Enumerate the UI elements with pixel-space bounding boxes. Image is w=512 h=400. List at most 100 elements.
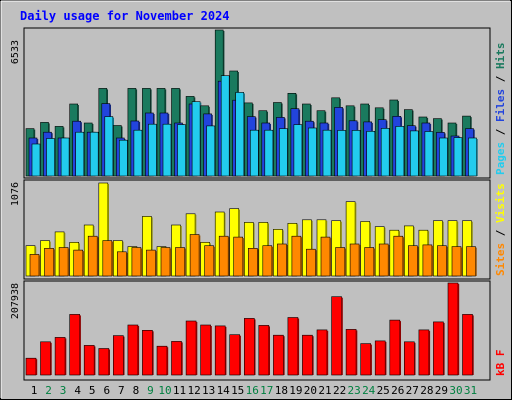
bar-pages-day-21 <box>322 129 332 177</box>
bar-pages-day-16 <box>250 129 259 177</box>
bar-sites-day-1 <box>29 254 40 277</box>
legend-mid: Sites / Visits <box>494 183 507 276</box>
bar-sites-day-8 <box>131 247 142 277</box>
x-tick-label-day-19: 19 <box>289 384 302 397</box>
x-tick-label-day-17: 17 <box>260 384 273 397</box>
bar-kb-f-day-18-shadow <box>283 336 285 375</box>
bar-kb-f-day-20-shadow <box>312 336 314 375</box>
legend-kbf: kB F <box>494 350 507 377</box>
x-tick-label-day-18: 18 <box>275 384 288 397</box>
bar-pages-day-29 <box>439 137 448 177</box>
panel-frames <box>23 27 491 381</box>
bar-sites-day-21-shadow <box>330 238 332 276</box>
bar-sites-day-27 <box>407 245 418 277</box>
bar-kb-f-day-7 <box>113 335 124 376</box>
bar-kb-f-day-27 <box>403 341 415 376</box>
bar-sites-day-12 <box>189 234 200 277</box>
bar-pages-day-22 <box>337 130 346 177</box>
legend-mid-sep: / <box>494 229 507 236</box>
legend-hits: Hits <box>494 43 507 70</box>
bar-sites-day-28-shadow <box>431 245 434 276</box>
bar-sites-day-14 <box>218 235 229 277</box>
x-tick-label-day-22: 22 <box>333 384 346 397</box>
bar-kb-f-day-3 <box>54 337 66 376</box>
bar-sites-day-15-shadow <box>242 238 244 276</box>
bar-sites-day-17 <box>262 245 273 277</box>
ymax-label-bottom: 207938 <box>10 283 21 319</box>
x-tick-label-day-25: 25 <box>377 384 390 397</box>
bar-sites-day-28 <box>422 244 433 277</box>
x-tick-label-day-7: 7 <box>118 384 125 397</box>
bar-sites-day-27-shadow <box>417 246 419 276</box>
bar-pages-day-9 <box>148 123 157 177</box>
bar-kb-f-day-21-shadow <box>327 330 329 375</box>
x-tick-label-day-26: 26 <box>391 384 404 397</box>
bar-kb-f-day-25 <box>374 340 386 376</box>
bar-visits-day-9-shadow <box>151 217 153 276</box>
bar-sites-day-10 <box>160 247 171 277</box>
bar-kb-f-day-25-shadow <box>385 341 387 375</box>
bar-pages-day-3 <box>60 137 70 177</box>
bar-sites-day-5-shadow <box>97 237 99 276</box>
x-tick-label-day-29: 29 <box>435 384 448 397</box>
bar-sites-day-26-shadow <box>402 237 404 276</box>
bar-kb-f-day-3-shadow <box>65 338 67 375</box>
bar-kb-f-day-9-shadow <box>152 331 154 375</box>
bar-pages-day-12 <box>191 101 201 177</box>
bar-kb-f-day-23-shadow <box>356 330 358 375</box>
bar-kb-f-day-22-shadow <box>341 297 343 375</box>
bar-kb-f-day-11-shadow <box>181 342 183 375</box>
bar-sites-day-3 <box>58 247 69 277</box>
bar-kb-f-day-17 <box>258 325 270 376</box>
bar-kb-f-day-1 <box>25 357 37 376</box>
bar-pages-day-6 <box>104 116 114 177</box>
bar-kb-f-day-20 <box>302 334 313 376</box>
bar-kb-f-day-24 <box>360 343 372 376</box>
x-tick-label-day-21: 21 <box>318 384 331 397</box>
bar-sites-day-14-shadow <box>228 237 230 276</box>
bar-kb-f-day-7-shadow <box>123 336 125 375</box>
bar-visits-day-20-shadow <box>311 220 313 276</box>
bar-kb-f-day-22 <box>331 296 342 376</box>
bar-sites-day-2-shadow <box>53 249 55 276</box>
ymax-label-top: 6533 <box>10 40 21 64</box>
bar-pages-day-27 <box>409 130 419 177</box>
bar-sites-day-13 <box>204 245 214 277</box>
x-tick-label-day-9: 9 <box>147 384 154 397</box>
bar-pages-day-17 <box>264 129 274 177</box>
bar-pages-day-10 <box>162 123 172 177</box>
bar-kb-f-day-26 <box>389 319 401 376</box>
bar-kb-f-day-8-shadow <box>137 326 140 375</box>
bar-pages-day-31-shadow <box>476 139 478 176</box>
bar-pages-day-20 <box>308 127 317 177</box>
bar-pages-day-8 <box>133 129 143 177</box>
bar-sites-day-9-shadow <box>155 251 157 276</box>
bar-kb-f-day-4-shadow <box>79 315 81 375</box>
bar-kb-f-day-5 <box>83 345 95 376</box>
bar-sites-day-17-shadow <box>271 246 273 276</box>
bar-sites-day-2 <box>44 248 54 277</box>
bar-kb-f-day-28-shadow <box>428 330 431 375</box>
bar-pages-day-15 <box>235 92 244 177</box>
bar-kb-f-day-26-shadow <box>399 321 401 375</box>
bar-kb-f-day-30 <box>447 282 459 376</box>
bar-kb-f-day-1-shadow <box>36 359 38 375</box>
bar-kb-f-day-17-shadow <box>268 326 270 375</box>
bar-pages-day-18 <box>279 128 288 177</box>
x-tick-label-day-14: 14 <box>217 384 231 397</box>
bar-sites-day-30-shadow <box>461 247 463 276</box>
x-tick-label-day-28: 28 <box>420 384 433 397</box>
x-tick-label-day-1: 1 <box>31 384 38 397</box>
bar-kb-f-day-29-shadow <box>443 322 445 375</box>
bar-kb-f-day-8 <box>127 324 139 376</box>
bar-visits-day-6-shadow <box>107 184 109 276</box>
bar-pages-day-13 <box>206 125 215 177</box>
x-tick-label-day-8: 8 <box>133 384 140 397</box>
bar-sites-day-16 <box>248 248 258 277</box>
bars-layer <box>25 29 478 376</box>
bar-pages-day-4 <box>75 131 84 177</box>
bar-sites-day-9 <box>146 249 156 277</box>
bar-sites-day-31-shadow <box>475 247 477 276</box>
bar-pages-day-30 <box>453 137 463 177</box>
